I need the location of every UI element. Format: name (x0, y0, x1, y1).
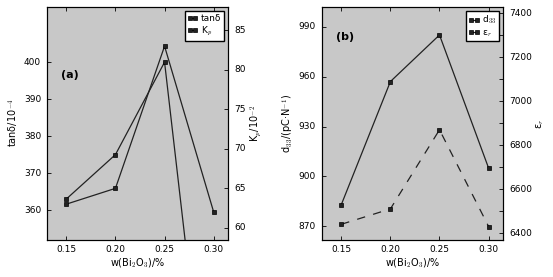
X-axis label: w(Bi$_2$O$_3$)/%: w(Bi$_2$O$_3$)/% (110, 257, 165, 270)
ε$_r$ (338, 223, 345, 226)
Line: K$_p$: K$_p$ (64, 44, 216, 214)
Y-axis label: d$_{33}$/(pC·N$^{-1}$): d$_{33}$/(pC·N$^{-1}$) (280, 94, 296, 153)
Line: d$_{33}$: d$_{33}$ (339, 32, 491, 207)
K$_p$ (63, 202, 70, 206)
ε$_r$ (486, 225, 492, 228)
d$_{33}$ (436, 33, 443, 37)
Legend: d$_{33}$, ε$_r$: d$_{33}$, ε$_r$ (466, 11, 499, 42)
K$_p$ (112, 187, 119, 190)
Line: ε$_r$: ε$_r$ (339, 127, 491, 229)
Y-axis label: ε$_r$: ε$_r$ (535, 118, 546, 129)
tanδ (161, 60, 168, 64)
tanδ (112, 153, 119, 156)
ε$_r$ (436, 128, 443, 132)
Text: (b): (b) (336, 32, 354, 42)
Line: tanδ: tanδ (64, 60, 216, 277)
Text: (a): (a) (61, 70, 79, 79)
ε$_r$ (387, 207, 394, 211)
d$_{33}$ (338, 203, 345, 206)
d$_{33}$ (486, 166, 492, 170)
K$_p$ (210, 211, 217, 214)
X-axis label: w(Bi$_2$O$_3$)/%: w(Bi$_2$O$_3$)/% (385, 257, 440, 270)
d$_{33}$ (387, 80, 394, 83)
K$_p$ (161, 45, 168, 48)
Y-axis label: K$_p$/10$^{-2}$: K$_p$/10$^{-2}$ (248, 104, 264, 142)
tanδ (63, 197, 70, 201)
Legend: tanδ, K$_p$: tanδ, K$_p$ (185, 11, 224, 40)
Y-axis label: tanδ/10$^{-4}$: tanδ/10$^{-4}$ (7, 99, 21, 147)
